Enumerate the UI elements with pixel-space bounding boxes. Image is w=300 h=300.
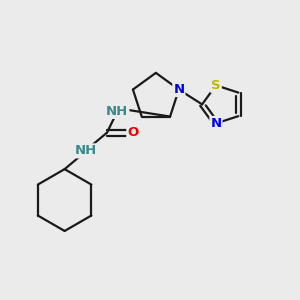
Text: S: S xyxy=(211,79,221,92)
Text: N: N xyxy=(210,117,221,130)
Text: NH: NH xyxy=(75,144,97,158)
Text: N: N xyxy=(173,83,184,96)
Text: O: O xyxy=(127,126,139,139)
Text: NH: NH xyxy=(106,105,128,118)
